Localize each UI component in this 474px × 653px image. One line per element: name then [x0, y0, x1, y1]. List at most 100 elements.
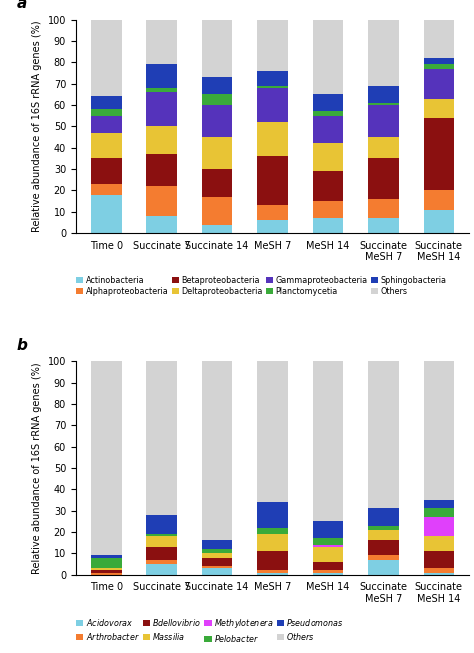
Bar [146, 20, 177, 65]
Bar [91, 97, 121, 109]
Bar [368, 103, 399, 105]
Bar [424, 69, 454, 99]
Bar [257, 502, 288, 528]
Bar [257, 573, 288, 575]
Bar [424, 551, 454, 568]
Bar [424, 573, 454, 575]
Bar [257, 551, 288, 570]
Bar [91, 558, 121, 568]
Bar [202, 549, 232, 553]
Y-axis label: Relative abundance of 16S rRNA genes (%): Relative abundance of 16S rRNA genes (%) [32, 20, 42, 232]
Bar [146, 88, 177, 92]
Bar [146, 126, 177, 154]
Bar [91, 20, 121, 97]
Bar [146, 564, 177, 575]
Bar [257, 528, 288, 534]
Bar [368, 218, 399, 233]
Bar [313, 201, 343, 218]
Bar [424, 568, 454, 573]
Bar [424, 500, 454, 509]
Bar [313, 112, 343, 116]
Bar [202, 568, 232, 575]
Y-axis label: Relative abundance of 16S rRNA genes (%): Relative abundance of 16S rRNA genes (%) [32, 362, 42, 574]
Bar [368, 556, 399, 560]
Bar [91, 109, 121, 116]
Text: b: b [17, 338, 27, 353]
Bar [146, 186, 177, 216]
Bar [313, 573, 343, 575]
Bar [146, 536, 177, 547]
Bar [368, 20, 399, 86]
Bar [91, 573, 121, 575]
Bar [202, 169, 232, 197]
Bar [313, 538, 343, 545]
Bar [202, 558, 232, 566]
Bar [313, 171, 343, 201]
Bar [91, 570, 121, 573]
Bar [91, 195, 121, 233]
Bar [146, 534, 177, 536]
Bar [313, 218, 343, 233]
Bar [257, 20, 288, 71]
Bar [368, 509, 399, 526]
Legend: Actinobacteria, Alphaproteobacteria, Betaproteobacteria, Deltaproteobacteria, Ga: Actinobacteria, Alphaproteobacteria, Bet… [76, 276, 447, 296]
Bar [424, 58, 454, 65]
Bar [91, 184, 121, 195]
Bar [202, 137, 232, 169]
Bar [313, 361, 343, 521]
Bar [91, 116, 121, 133]
Bar [368, 137, 399, 158]
Bar [257, 220, 288, 233]
Bar [146, 361, 177, 515]
Bar [424, 536, 454, 551]
Bar [202, 541, 232, 549]
Bar [202, 553, 232, 558]
Bar [202, 197, 232, 225]
Bar [91, 133, 121, 158]
Bar [368, 526, 399, 530]
Bar [313, 94, 343, 112]
Bar [313, 562, 343, 570]
Bar [313, 570, 343, 573]
Bar [91, 361, 121, 556]
Bar [424, 191, 454, 210]
Bar [257, 534, 288, 551]
Bar [424, 99, 454, 118]
Bar [313, 545, 343, 547]
Bar [368, 86, 399, 103]
Bar [368, 560, 399, 575]
Bar [146, 92, 177, 126]
Bar [257, 205, 288, 220]
Bar [202, 20, 232, 77]
Bar [313, 547, 343, 562]
Bar [91, 158, 121, 184]
Bar [313, 144, 343, 171]
Bar [424, 361, 454, 500]
Bar [146, 560, 177, 564]
Bar [424, 517, 454, 536]
Bar [424, 210, 454, 233]
Bar [146, 547, 177, 560]
Bar [91, 568, 121, 570]
Bar [368, 541, 399, 556]
Bar [202, 566, 232, 568]
Bar [146, 65, 177, 88]
Bar [257, 156, 288, 205]
Bar [146, 154, 177, 186]
Bar [424, 20, 454, 58]
Bar [146, 515, 177, 534]
Bar [257, 122, 288, 156]
Bar [202, 361, 232, 541]
Bar [146, 216, 177, 233]
Text: a: a [17, 0, 27, 11]
Bar [91, 556, 121, 558]
Bar [313, 521, 343, 538]
Bar [257, 71, 288, 86]
Bar [313, 20, 343, 94]
Bar [257, 570, 288, 573]
Bar [313, 116, 343, 144]
Bar [368, 361, 399, 509]
Bar [257, 361, 288, 502]
Bar [424, 509, 454, 517]
Bar [368, 530, 399, 541]
